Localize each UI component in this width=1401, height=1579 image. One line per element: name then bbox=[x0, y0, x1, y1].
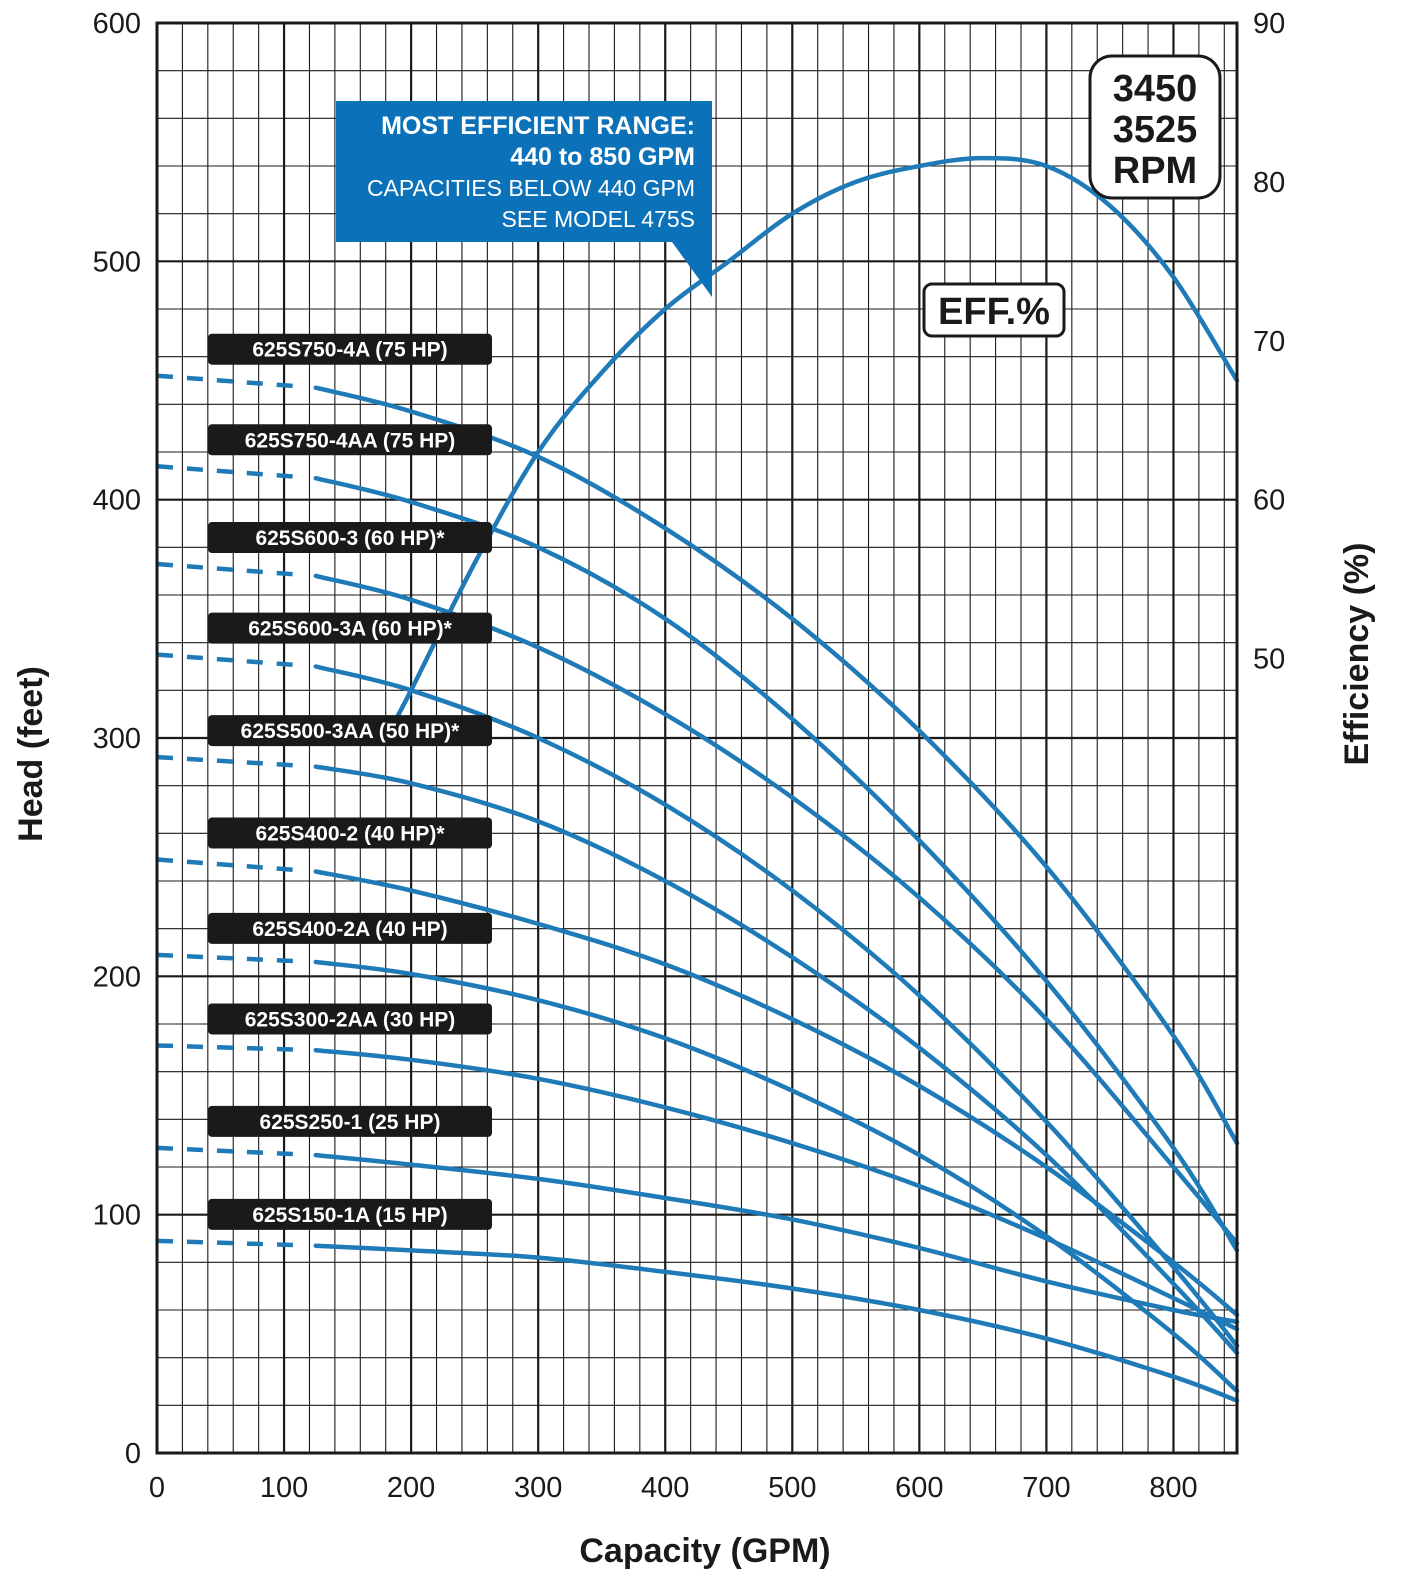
rpm-badge-box bbox=[1088, 54, 1222, 200]
curve-dashed-segment bbox=[156, 652, 297, 668]
curve-dashed-segment bbox=[156, 754, 297, 768]
curve-label-text: 625S750-4A (75 HP) bbox=[252, 339, 447, 362]
curve-label-text: 625S400-2 (40 HP)* bbox=[255, 823, 445, 846]
x-tick-label: 600 bbox=[895, 1472, 943, 1504]
curve-label-text: 625S600-3A (60 HP)* bbox=[248, 618, 452, 641]
curve-label-bg bbox=[208, 715, 492, 747]
callout-line-4: SEE MODEL 475S bbox=[502, 206, 695, 232]
x-tick-labels: 0 100 200 300 400 500 600 700 800 bbox=[149, 1472, 1198, 1504]
efficiency-label: EFF.% bbox=[922, 282, 1066, 338]
curve-label: 625S250-1 (25 HP) bbox=[208, 1105, 492, 1137]
y2-tick-label: 60 bbox=[1253, 485, 1285, 517]
curve-label-text: 625S300-2AA (30 HP) bbox=[245, 1008, 456, 1031]
curve-label: 625S600-3A (60 HP)* bbox=[208, 612, 492, 644]
y2-axis-title: Efficiency (%) bbox=[1338, 543, 1376, 766]
y-tick-label: 600 bbox=[93, 8, 141, 40]
curve-label-bg bbox=[208, 912, 492, 944]
curve-dashed-segment bbox=[156, 857, 297, 873]
y-tick-label: 400 bbox=[93, 485, 141, 517]
curve-label-bg bbox=[208, 612, 492, 644]
y-tick-label: 100 bbox=[93, 1200, 141, 1232]
rpm-value-2: 3525 bbox=[1113, 109, 1198, 151]
rpm-unit: RPM bbox=[1113, 150, 1197, 192]
x-tick-label: 300 bbox=[514, 1472, 562, 1504]
curve-label: 625S500-3AA (50 HP)* bbox=[208, 715, 492, 747]
efficiency-label-text: EFF.% bbox=[938, 291, 1050, 333]
y2-tick-label: 90 bbox=[1253, 8, 1285, 40]
curve-line bbox=[313, 1047, 1240, 1332]
x-tick-label: 800 bbox=[1149, 1472, 1197, 1504]
y-axis-title: Head (feet) bbox=[12, 666, 50, 842]
curve-line bbox=[313, 664, 1240, 1349]
curve-label: 625S750-4A (75 HP) bbox=[208, 333, 492, 365]
curve-label-bg bbox=[208, 522, 492, 554]
curve-label-bg bbox=[208, 424, 492, 456]
plot-frame bbox=[155, 21, 1239, 1455]
curve-label: 625S750-4AA (75 HP) bbox=[208, 424, 492, 456]
y2-tick-label: 50 bbox=[1253, 644, 1285, 676]
curve-label-text: 625S500-3AA (50 HP)* bbox=[241, 720, 460, 743]
y-tick-label: 500 bbox=[93, 246, 141, 278]
curve-label: 625S600-3 (60 HP)* bbox=[208, 522, 492, 554]
curve-label-bg bbox=[208, 1105, 492, 1137]
callout-line-3: CAPACITIES BELOW 440 GPM bbox=[367, 175, 695, 201]
rpm-value-1: 3450 bbox=[1113, 68, 1198, 110]
curve-label: 625S150-1A (15 HP) bbox=[208, 1198, 492, 1230]
curve-label-bg bbox=[208, 333, 492, 365]
x-tick-label: 200 bbox=[387, 1472, 435, 1504]
curve-label-text: 625S400-2A (40 HP) bbox=[252, 918, 447, 941]
curve-label: 625S400-2 (40 HP)* bbox=[208, 817, 492, 849]
curve-label-bg bbox=[208, 1198, 492, 1230]
curve-line bbox=[313, 764, 1240, 1356]
y-tick-label: 0 bbox=[125, 1438, 141, 1470]
curve-line bbox=[313, 1243, 1240, 1403]
curve-line bbox=[313, 1152, 1240, 1325]
curve-label: 625S400-2A (40 HP) bbox=[208, 912, 492, 944]
x-tick-label: 0 bbox=[149, 1472, 165, 1504]
y-tick-labels: 0 100 200 300 400 500 600 bbox=[93, 8, 141, 1470]
curve-dashed-segment bbox=[156, 373, 297, 389]
curve-dashed-segment bbox=[156, 1043, 297, 1052]
curve-label: 625S300-2AA (30 HP) bbox=[208, 1003, 492, 1035]
y2-tick-labels: 50 60 70 80 90 bbox=[1253, 8, 1285, 676]
y-tick-label: 200 bbox=[93, 961, 141, 993]
curve-dashed-segment bbox=[156, 1145, 297, 1157]
y2-tick-label: 70 bbox=[1253, 326, 1285, 358]
callout-line-1: MOST EFFICIENT RANGE: bbox=[381, 112, 695, 140]
x-tick-label: 700 bbox=[1022, 1472, 1070, 1504]
x-tick-label: 500 bbox=[768, 1472, 816, 1504]
curve-labels: 625S750-4A (75 HP) 625S750-4AA (75 HP) 625… bbox=[208, 333, 492, 1230]
curve-dashed-segment bbox=[156, 952, 297, 964]
x-axis-title: Capacity (GPM) bbox=[579, 1532, 830, 1570]
curve-dashed-segment bbox=[156, 1238, 297, 1248]
curve-dashed-segment bbox=[156, 464, 297, 480]
curve-line bbox=[313, 573, 1240, 1246]
curve-label-bg bbox=[208, 817, 492, 849]
callout-line-2: 440 to 850 GPM bbox=[510, 143, 695, 171]
curve-line bbox=[313, 869, 1240, 1318]
curve-label-bg bbox=[208, 1003, 492, 1035]
y2-tick-label: 80 bbox=[1253, 167, 1285, 199]
curve-label-text: 625S250-1 (25 HP) bbox=[260, 1111, 441, 1134]
x-tick-label: 100 bbox=[260, 1472, 308, 1504]
callout-box bbox=[336, 101, 712, 297]
efficiency-label-box bbox=[922, 282, 1066, 338]
rpm-badge: 3450 3525 RPM bbox=[1088, 54, 1222, 200]
curve-line bbox=[313, 959, 1240, 1394]
y-tick-label: 300 bbox=[93, 723, 141, 755]
curve-dashed-segment bbox=[156, 561, 297, 577]
curve-label-text: 625S600-3 (60 HP)* bbox=[255, 527, 445, 550]
curve-label-text: 625S150-1A (15 HP) bbox=[252, 1204, 447, 1227]
curve-label-text: 625S750-4AA (75 HP) bbox=[245, 429, 456, 452]
x-tick-label: 400 bbox=[641, 1472, 689, 1504]
efficient-range-callout: MOST EFFICIENT RANGE: 440 to 850 GPM CAP… bbox=[336, 101, 712, 297]
